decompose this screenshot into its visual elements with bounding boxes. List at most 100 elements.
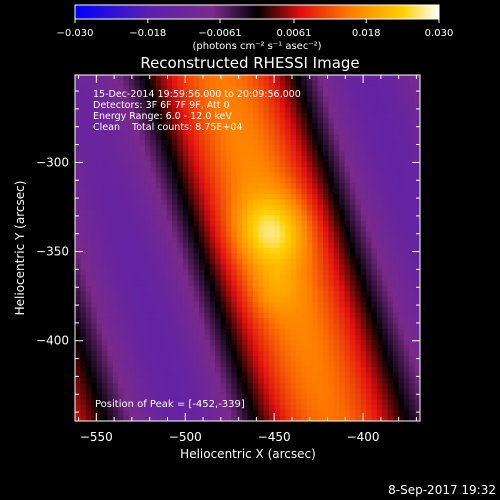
- heatmap-cell: [209, 107, 216, 114]
- heatmap-cell: [204, 80, 211, 87]
- heatmap-cell: [112, 226, 119, 233]
- heatmap-cell: [161, 307, 168, 314]
- heatmap-cell: [263, 296, 270, 303]
- heatmap-cell: [409, 248, 416, 255]
- heatmap-cell: [263, 215, 270, 222]
- heatmap-cell: [349, 258, 356, 265]
- heatmap-cell: [204, 339, 211, 346]
- heatmap-cell: [414, 329, 420, 336]
- heatmap-cell: [101, 356, 108, 363]
- heatmap-cell: [123, 220, 130, 227]
- heatmap-cell: [107, 258, 114, 265]
- heatmap-cell: [220, 199, 227, 206]
- heatmap-cell: [134, 248, 141, 255]
- heatmap-cell: [355, 145, 362, 152]
- heatmap-cell: [150, 285, 157, 292]
- heatmap-cell: [209, 258, 216, 265]
- heatmap-cell: [371, 226, 378, 233]
- heatmap-cell: [387, 156, 394, 163]
- heatmap-cell: [107, 161, 114, 168]
- heatmap-cell: [360, 150, 367, 157]
- heatmap-cell: [75, 377, 81, 384]
- heatmap-cell: [312, 253, 319, 260]
- heatmap-cell: [393, 377, 400, 384]
- heatmap-cell: [312, 129, 319, 136]
- heatmap-cell: [166, 312, 173, 319]
- heatmap-cell: [85, 269, 92, 276]
- heatmap-cell: [274, 134, 281, 141]
- heatmap-cell: [128, 345, 135, 352]
- heatmap-cell: [215, 345, 222, 352]
- heatmap-cell: [150, 96, 157, 103]
- heatmap-cell: [85, 177, 92, 184]
- heatmap-cell: [387, 264, 394, 271]
- heatmap-cell: [236, 345, 243, 352]
- heatmap-cell: [220, 356, 227, 363]
- heatmap-cell: [355, 312, 362, 319]
- heatmap-cell: [242, 118, 249, 125]
- heatmap-cell: [182, 415, 189, 421]
- heatmap-cell: [145, 393, 152, 400]
- heatmap-cell: [258, 393, 265, 400]
- heatmap-cell: [344, 366, 351, 373]
- heatmap-cell: [177, 177, 184, 184]
- heatmap-cell: [339, 415, 346, 421]
- heatmap-cell: [204, 393, 211, 400]
- heatmap-cell: [166, 415, 173, 421]
- heatmap-cell: [252, 318, 259, 325]
- heatmap-cell: [118, 275, 125, 282]
- heatmap-cell: [128, 377, 135, 384]
- heatmap-cell: [198, 210, 205, 217]
- heatmap-cell: [85, 231, 92, 238]
- heatmap-cell: [306, 172, 313, 179]
- heatmap-cell: [409, 334, 416, 341]
- heatmap-cell: [128, 248, 135, 255]
- heatmap-cell: [112, 183, 119, 190]
- heatmap-cell: [322, 415, 329, 421]
- heatmap-cell: [155, 372, 162, 379]
- heatmap-cell: [387, 285, 394, 292]
- heatmap-cell: [161, 177, 168, 184]
- heatmap-cell: [204, 383, 211, 390]
- heatmap-cell: [118, 377, 125, 384]
- heatmap-cell: [172, 75, 179, 82]
- heatmap-cell: [101, 339, 108, 346]
- heatmap-cell: [252, 166, 259, 173]
- heatmap-cell: [355, 361, 362, 368]
- heatmap-cell: [247, 323, 254, 330]
- heatmap-cell: [285, 112, 292, 119]
- heatmap-cell: [155, 75, 162, 82]
- heatmap-cell: [91, 291, 98, 298]
- heatmap-cell: [398, 220, 405, 227]
- heatmap-cell: [85, 166, 92, 173]
- heatmap-cell: [344, 388, 351, 395]
- heatmap-cell: [403, 329, 410, 336]
- heatmap-cell: [161, 329, 168, 336]
- heatmap-cell: [301, 177, 308, 184]
- heatmap-cell: [118, 329, 125, 336]
- heatmap-cell: [393, 291, 400, 298]
- heatmap-cell: [328, 383, 335, 390]
- heatmap-cell: [398, 102, 405, 109]
- heatmap-cell: [193, 264, 200, 271]
- heatmap-cell: [155, 410, 162, 417]
- heatmap-cell: [215, 329, 222, 336]
- heatmap-cell: [274, 183, 281, 190]
- heatmap-cell: [128, 329, 135, 336]
- heatmap-cell: [339, 323, 346, 330]
- heatmap-cell: [139, 166, 146, 173]
- heatmap-cell: [198, 264, 205, 271]
- heatmap-cell: [279, 145, 286, 152]
- heatmap-cell: [166, 280, 173, 287]
- heatmap-cell: [182, 356, 189, 363]
- heatmap-cell: [247, 269, 254, 276]
- heatmap-cell: [107, 323, 114, 330]
- heatmap-cell: [75, 356, 81, 363]
- heatmap-cell: [269, 372, 276, 379]
- heatmap-cell: [139, 129, 146, 136]
- heatmap-cell: [263, 204, 270, 211]
- heatmap-cell: [204, 415, 211, 421]
- heatmap-cell: [306, 269, 313, 276]
- heatmap-cell: [193, 96, 200, 103]
- heatmap-cell: [279, 118, 286, 125]
